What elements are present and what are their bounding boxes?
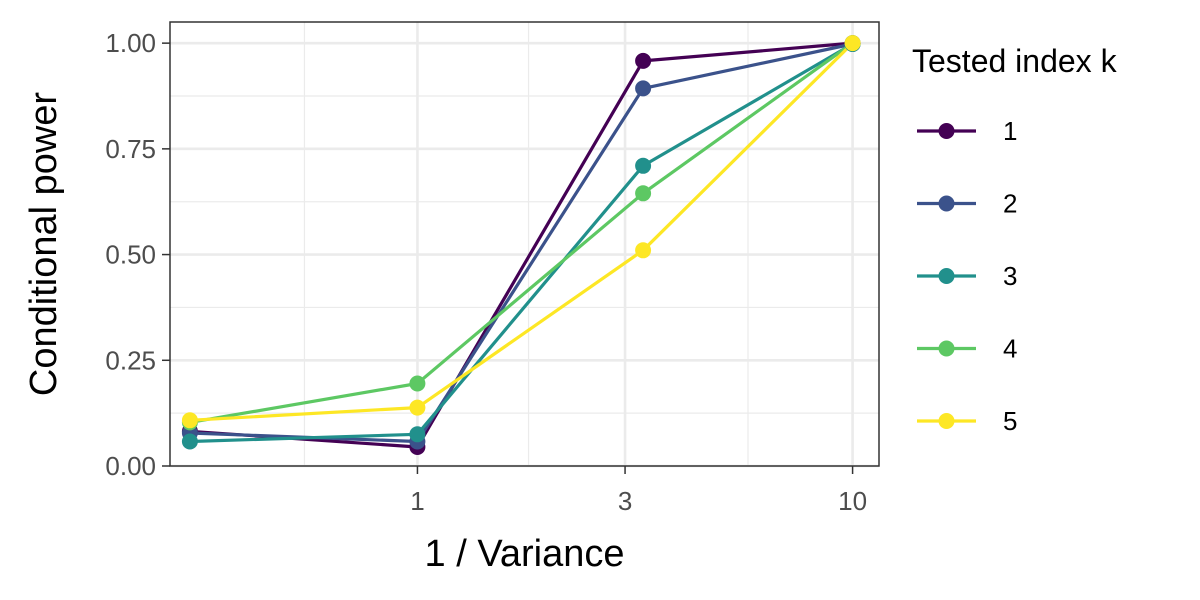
legend-item-1: 1: [917, 116, 1017, 146]
legend-label: 5: [1003, 406, 1017, 436]
axes: 0.00 0.25 0.50 0.75 1.00 1 3 10: [105, 28, 867, 516]
series-layer: [181, 35, 861, 455]
x-tick-label: 10: [838, 486, 867, 516]
y-tick-label: 0.50: [105, 240, 156, 270]
legend-title: Tested index k: [912, 43, 1118, 79]
data-point-series-5: [844, 35, 861, 52]
legend-label: 1: [1003, 116, 1017, 146]
data-point-series-3: [635, 157, 652, 174]
plot-panel-border: [169, 21, 880, 467]
grid: [170, 22, 879, 468]
legend-key-point: [938, 268, 955, 284]
legend: Tested index k 1 2 3 4 5: [912, 43, 1118, 436]
data-point-series-4: [635, 185, 652, 202]
legend-label: 2: [1003, 189, 1017, 219]
series-line-3: [189, 42, 854, 444]
series-line-5: [189, 41, 854, 422]
legend-item-5: 5: [917, 406, 1017, 436]
data-point-series-3: [409, 426, 426, 443]
legend-key-point: [938, 123, 955, 139]
data-point-series-1: [635, 52, 652, 69]
legend-label: 3: [1003, 261, 1017, 291]
legend-item-4: 4: [917, 334, 1017, 364]
y-tick-label: 0.25: [105, 345, 156, 375]
x-tick-label: 3: [618, 486, 632, 516]
x-axis-title: 1 / Variance: [425, 533, 625, 575]
y-axis-title: Conditional power: [23, 92, 65, 397]
y-tick-label: 1.00: [105, 28, 156, 58]
series-line-1: [189, 41, 853, 449]
data-point-series-5: [409, 399, 426, 416]
data-point-series-5: [181, 412, 198, 429]
data-point-series-4: [409, 375, 426, 392]
y-tick-label: 0.00: [105, 451, 156, 481]
data-point-series-2: [635, 80, 652, 97]
legend-key-point: [938, 413, 955, 429]
legend-item-2: 2: [917, 189, 1017, 219]
legend-key-point: [938, 340, 955, 357]
y-tick-label: 0.75: [105, 134, 156, 164]
series-line-4: [189, 41, 854, 424]
legend-key-point: [938, 195, 955, 212]
legend-label: 4: [1003, 334, 1017, 364]
data-point-series-3: [181, 433, 198, 450]
data-point-series-5: [635, 242, 652, 259]
x-tick-label: 1: [410, 486, 424, 516]
legend-item-3: 3: [917, 261, 1017, 291]
